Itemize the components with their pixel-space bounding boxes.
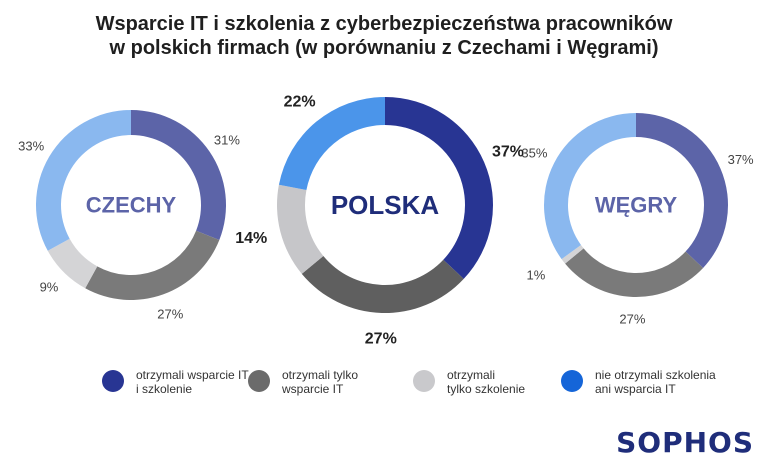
donut-slice-węgry-training-only bbox=[561, 244, 584, 264]
value-label-polska-training-only: 14% bbox=[235, 230, 267, 247]
donut-slice-czechy-it-and-training bbox=[131, 110, 227, 240]
donut-slice-czechy-it-only bbox=[85, 230, 220, 300]
value-label-węgry-none: 35% bbox=[521, 146, 547, 161]
center-label-węgry: WĘGRY bbox=[595, 193, 678, 218]
donut-slice-węgry-it-only bbox=[565, 248, 704, 297]
title-line-2: w polskich firmach (w porównaniu z Czech… bbox=[109, 37, 659, 59]
legend-label: otrzymali wsparcie IT i szkolenie bbox=[136, 368, 249, 396]
value-label-polska-it-and-training: 37% bbox=[492, 143, 524, 160]
legend-swatch bbox=[413, 370, 435, 392]
donut-slice-polska-it-and-training bbox=[385, 97, 493, 279]
donut-slice-węgry-none bbox=[544, 113, 636, 260]
legend-swatch bbox=[561, 370, 583, 392]
value-label-węgry-it-only: 27% bbox=[619, 311, 645, 326]
value-label-czechy-it-only: 27% bbox=[157, 307, 183, 322]
value-label-polska-none: 22% bbox=[284, 93, 316, 110]
value-label-węgry-training-only: 1% bbox=[527, 267, 546, 282]
value-label-czechy-training-only: 9% bbox=[40, 280, 59, 295]
value-label-czechy-it-and-training: 31% bbox=[214, 132, 240, 147]
donut-slice-polska-training-only bbox=[276, 184, 324, 274]
donut-slice-węgry-it-and-training bbox=[636, 113, 728, 268]
donut-slice-czechy-none bbox=[35, 110, 132, 251]
sophos-logo: SOPHOS bbox=[616, 426, 754, 459]
title-line-1: Wsparcie IT i szkolenia z cyberbezpiecze… bbox=[95, 13, 673, 35]
legend-swatch bbox=[102, 370, 124, 392]
value-label-czechy-none: 33% bbox=[18, 138, 44, 153]
donut-slice-polska-it-only bbox=[301, 255, 464, 314]
donut-slice-czechy-training-only bbox=[47, 238, 98, 289]
donut-slice-polska-none bbox=[278, 97, 385, 191]
legend-swatch bbox=[248, 370, 270, 392]
value-label-węgry-it-and-training: 37% bbox=[728, 152, 754, 167]
center-label-polska: POLSKA bbox=[331, 190, 440, 220]
chart-title: Wsparcie IT i szkolenia z cyberbezpiecze… bbox=[0, 12, 768, 60]
value-label-polska-it-only: 27% bbox=[365, 330, 397, 347]
legend-label: otrzymali tylko wsparcie IT bbox=[282, 368, 359, 396]
center-label-czechy: CZECHY bbox=[86, 193, 177, 218]
legend-label: nie otrzymali szkolenia ani wsparcia IT bbox=[595, 368, 716, 396]
legend-label: otrzymali tylko szkolenie bbox=[447, 368, 526, 396]
